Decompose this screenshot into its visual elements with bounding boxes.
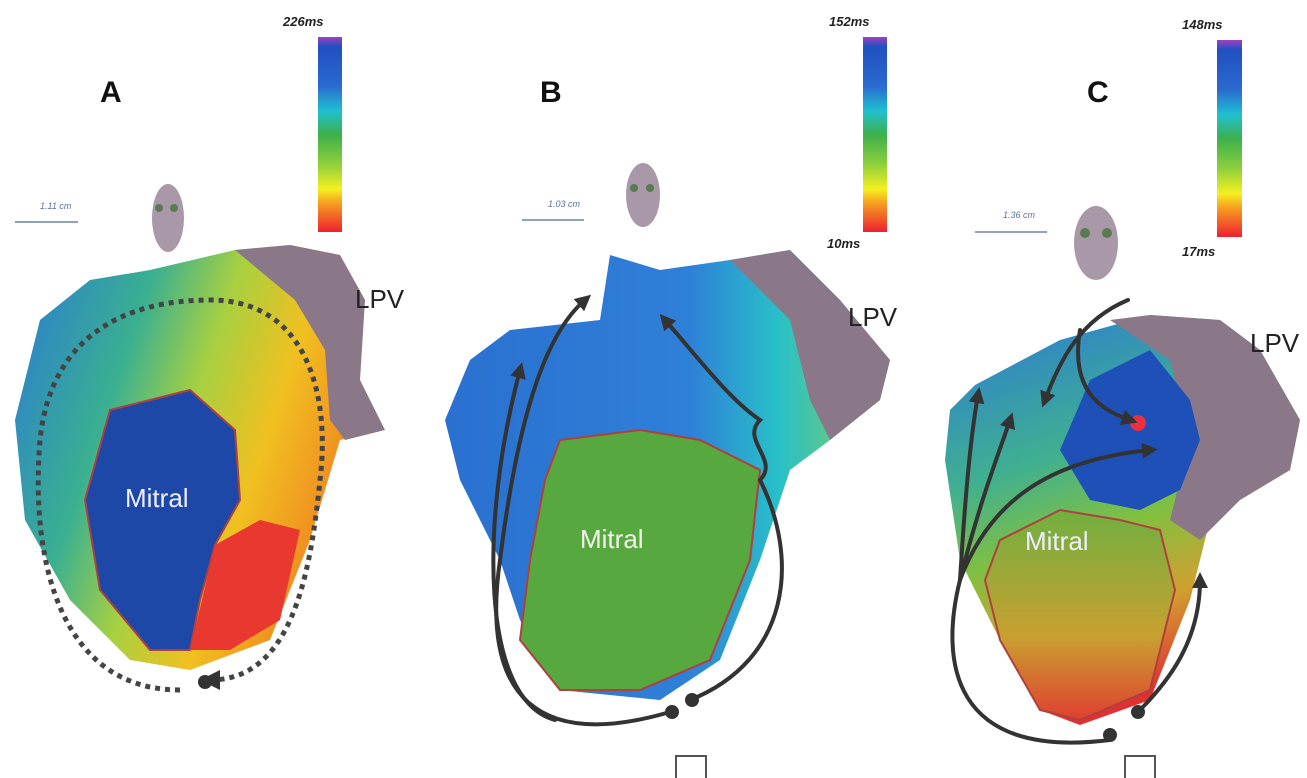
pacing-site: [198, 675, 212, 689]
exit-site: [1130, 415, 1146, 431]
colorbar: [863, 37, 887, 232]
mitral-label: Mitral: [125, 483, 189, 513]
electrode-dot: [1080, 228, 1090, 238]
scale-max: 148ms: [1182, 17, 1222, 32]
mitral-label: Mitral: [580, 524, 644, 554]
panel-a: A 226ms 0ms 1.11 cm LPV Mitral: [15, 14, 405, 690]
electrode: [152, 184, 184, 252]
panel-letter: C: [1087, 76, 1109, 109]
electrode-dot: [630, 184, 638, 192]
lpv-label: LPV: [355, 284, 405, 314]
electrode-dot: [1102, 228, 1112, 238]
electrode: [626, 163, 660, 227]
mitral-region: [520, 430, 760, 690]
electrode-dot: [170, 204, 178, 212]
colorbar: [318, 37, 342, 232]
electrode: [1074, 206, 1118, 280]
colorbar: [1217, 40, 1242, 237]
scale-max: 226ms: [282, 14, 323, 29]
pacing-site: [685, 693, 699, 707]
pacing-site: [1131, 705, 1145, 719]
pacing-pulse: [1125, 756, 1155, 778]
electrode-dot: [646, 184, 654, 192]
lpv-label: LPV: [848, 302, 898, 332]
pacing-pulse: [676, 756, 706, 778]
mitral-label: Mitral: [1025, 526, 1089, 556]
panel-letter: A: [100, 76, 122, 109]
pacing-site: [1103, 728, 1117, 742]
scale-min: 17ms: [1182, 244, 1215, 259]
scale-bar-label: 1.36 cm: [1003, 210, 1036, 220]
panel-c: C 148ms 17ms 1.36 cm LPV Mitral: [945, 17, 1300, 778]
lpv-label: LPV: [1250, 328, 1300, 358]
scale-max: 152ms: [829, 14, 869, 29]
scale-bar-label: 1.11 cm: [40, 201, 72, 211]
scale-bar-label: 1.03 cm: [548, 199, 581, 209]
panel-b: B 152ms 10ms 1.03 cm LPV Mitral: [445, 14, 898, 778]
figure: A 226ms 0ms 1.11 cm LPV Mitral B 152ms 1…: [0, 0, 1307, 778]
electrode-dot: [155, 204, 163, 212]
scale-min: 10ms: [827, 236, 860, 251]
panel-letter: B: [540, 76, 562, 109]
pacing-site: [665, 705, 679, 719]
